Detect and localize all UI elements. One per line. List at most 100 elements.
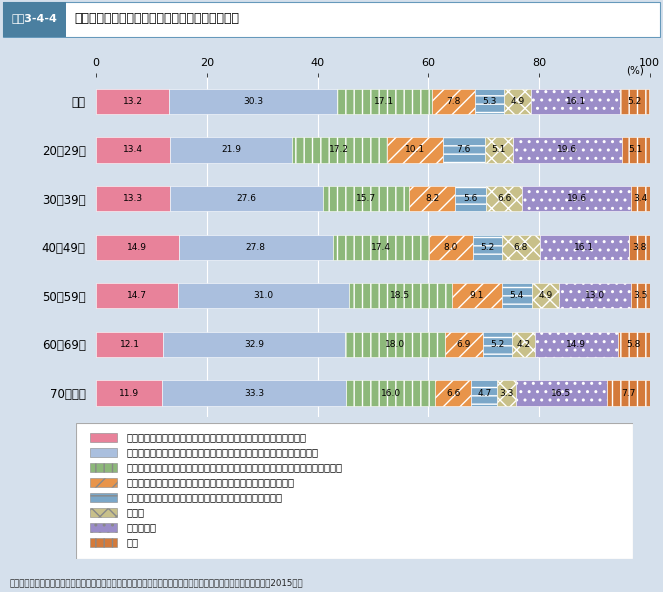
Text: 14.9: 14.9: [127, 243, 147, 252]
Bar: [387, 137, 443, 163]
Text: 10.1: 10.1: [404, 146, 425, 155]
Bar: [618, 332, 650, 357]
Bar: [502, 234, 540, 260]
FancyBboxPatch shape: [90, 493, 117, 503]
Bar: [337, 89, 432, 114]
Text: 8.0: 8.0: [444, 243, 458, 252]
Bar: [486, 186, 522, 211]
Text: 6.8: 6.8: [514, 243, 528, 252]
Text: 17.2: 17.2: [329, 146, 349, 155]
Text: 27.8: 27.8: [245, 243, 266, 252]
Bar: [483, 332, 512, 357]
Text: 5.2: 5.2: [491, 340, 505, 349]
Text: 7.7: 7.7: [621, 388, 636, 398]
Text: 8.2: 8.2: [425, 194, 440, 203]
FancyBboxPatch shape: [90, 463, 117, 472]
FancyBboxPatch shape: [90, 478, 117, 487]
Bar: [473, 234, 502, 260]
Text: 6.9: 6.9: [457, 340, 471, 349]
Bar: [497, 381, 516, 406]
Bar: [170, 186, 323, 211]
Text: 3.3: 3.3: [499, 388, 514, 398]
Bar: [96, 234, 178, 260]
Text: 21.9: 21.9: [221, 146, 241, 155]
Bar: [631, 283, 650, 308]
Text: 19.6: 19.6: [567, 194, 587, 203]
Text: 15.7: 15.7: [356, 194, 376, 203]
FancyBboxPatch shape: [90, 433, 117, 442]
Text: 4.2: 4.2: [516, 340, 530, 349]
Text: わからない: わからない: [127, 523, 157, 532]
FancyBboxPatch shape: [90, 507, 117, 517]
Bar: [452, 283, 502, 308]
Text: 12.1: 12.1: [119, 340, 140, 349]
Bar: [345, 332, 445, 357]
Text: 5.8: 5.8: [627, 340, 641, 349]
Text: 27.6: 27.6: [236, 194, 256, 203]
Bar: [559, 283, 631, 308]
FancyBboxPatch shape: [76, 423, 633, 559]
Text: 13.0: 13.0: [585, 291, 605, 300]
Text: 6.6: 6.6: [446, 388, 460, 398]
Text: 7.8: 7.8: [446, 96, 460, 106]
Text: 5.3: 5.3: [482, 96, 497, 106]
Text: 社会保障の給付水準を引き下げ、従来どおりの負担とするべき: 社会保障の給付水準を引き下げ、従来どおりの負担とするべき: [127, 478, 295, 487]
Bar: [96, 186, 170, 211]
Text: 5.2: 5.2: [481, 243, 495, 252]
Bar: [455, 186, 486, 211]
Bar: [333, 234, 429, 260]
Bar: [475, 89, 504, 114]
Text: 社会保障の給付水準をある程度引き下げつつ、ある程度の負担増もやむを得ない: 社会保障の給付水準をある程度引き下げつつ、ある程度の負担増もやむを得ない: [127, 462, 343, 472]
Bar: [516, 381, 607, 406]
Bar: [621, 89, 649, 114]
Text: 16.1: 16.1: [574, 243, 594, 252]
Text: 5.6: 5.6: [463, 194, 477, 203]
Text: 17.4: 17.4: [371, 243, 391, 252]
Bar: [96, 381, 162, 406]
Text: 5.1: 5.1: [492, 146, 506, 155]
Bar: [349, 283, 452, 308]
Bar: [532, 283, 559, 308]
Bar: [535, 332, 618, 357]
Text: 3.8: 3.8: [632, 243, 646, 252]
Text: 7.6: 7.6: [457, 146, 471, 155]
Text: 今後の社会保障の負担と給付の在り方（年齢別）: 今後の社会保障の負担と給付の在り方（年齢別）: [74, 12, 239, 25]
Bar: [540, 234, 629, 260]
Text: 11.9: 11.9: [119, 388, 139, 398]
Bar: [292, 137, 387, 163]
Bar: [170, 137, 292, 163]
Text: 16.1: 16.1: [566, 96, 586, 106]
Bar: [162, 381, 346, 406]
Text: その他: その他: [127, 507, 145, 517]
Bar: [471, 381, 497, 406]
Text: 6.6: 6.6: [497, 194, 511, 203]
Text: 30.3: 30.3: [243, 96, 263, 106]
Text: 社会保障の給付水準を大幅に引き下げ、負担を減らすべき: 社会保障の給付水準を大幅に引き下げ、負担を減らすべき: [127, 493, 283, 503]
FancyBboxPatch shape: [3, 2, 660, 37]
Text: 14.7: 14.7: [127, 291, 147, 300]
Bar: [96, 283, 178, 308]
Text: 3.4: 3.4: [633, 194, 648, 203]
Bar: [629, 234, 650, 260]
Bar: [512, 332, 535, 357]
Bar: [163, 332, 345, 357]
Text: 4.9: 4.9: [511, 96, 525, 106]
Text: 不詳: 不詳: [127, 538, 139, 548]
Text: 18.0: 18.0: [385, 340, 405, 349]
Text: 5.4: 5.4: [510, 291, 524, 300]
Bar: [445, 332, 483, 357]
Text: 4.7: 4.7: [477, 388, 491, 398]
Bar: [607, 381, 650, 406]
Text: 5.2: 5.2: [628, 96, 642, 106]
Bar: [323, 186, 410, 211]
Text: 13.2: 13.2: [123, 96, 143, 106]
Text: 14.9: 14.9: [566, 340, 586, 349]
Bar: [502, 283, 532, 308]
Text: 9.1: 9.1: [469, 291, 484, 300]
Bar: [178, 283, 349, 308]
FancyBboxPatch shape: [90, 523, 117, 532]
Text: 19.6: 19.6: [557, 146, 577, 155]
Bar: [432, 89, 475, 114]
Bar: [169, 89, 337, 114]
Bar: [346, 381, 435, 406]
